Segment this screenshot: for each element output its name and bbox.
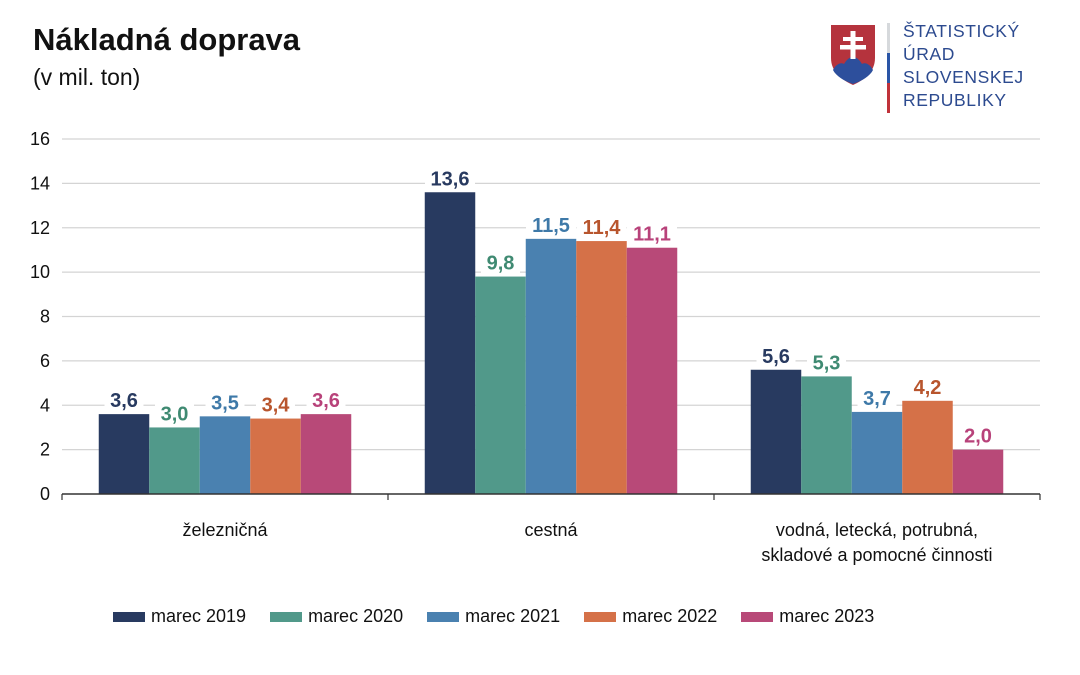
legend-label: marec 2022 [622, 606, 718, 626]
value-label: 9,8 [487, 253, 515, 275]
logo-divider [887, 23, 890, 113]
value-label-bg [425, 167, 475, 190]
value-label-bg [627, 222, 677, 245]
value-label: 3,0 [161, 403, 189, 425]
chart-title: Nákladná doprava [33, 22, 301, 57]
bar [199, 416, 251, 494]
logo-line: SLOVENSKEJ [903, 67, 1024, 87]
y-tick-label: 10 [30, 262, 50, 282]
bar [851, 411, 903, 494]
bar [576, 241, 627, 494]
chart-subtitle: (v mil. ton) [33, 64, 141, 90]
logo-line: ÚRAD [903, 44, 955, 64]
legend-swatch [427, 611, 460, 622]
bar [902, 400, 953, 494]
value-label: 2,0 [964, 426, 992, 448]
value-label-bg [857, 386, 897, 409]
value-label: 11,1 [633, 224, 671, 246]
value-label-bg [306, 389, 346, 412]
legend-swatch [584, 611, 617, 622]
legend-swatch [741, 611, 774, 622]
value-label: 4,2 [914, 377, 942, 399]
value-label: 5,6 [762, 346, 790, 368]
legend-label: marec 2019 [151, 606, 247, 626]
y-tick-label: 8 [40, 307, 50, 327]
bar [801, 376, 852, 494]
legend: marec 2019 marec 2020 marec 2021 marec 2022… [113, 606, 898, 627]
value-label: 3,6 [312, 390, 340, 412]
bar [750, 369, 802, 494]
logo-text: ŠTATISTICKÝ ÚRAD SLOVENSKEJ REPUBLIKY [903, 20, 1024, 112]
legend-item: marec 2020 [270, 606, 403, 627]
value-label: 5,3 [813, 352, 841, 374]
value-label-bg [256, 393, 295, 416]
logo-line: REPUBLIKY [903, 90, 1007, 110]
value-label: 3,4 [262, 395, 291, 417]
bar [300, 414, 352, 494]
category-label: cestná [524, 520, 578, 540]
slovak-coat-of-arms-icon [831, 25, 875, 85]
legend-label: marec 2023 [779, 606, 875, 626]
value-label-bg [908, 375, 947, 398]
bar [525, 238, 577, 494]
value-label: 3,7 [863, 388, 891, 410]
value-label-bg [104, 389, 144, 412]
y-tick-label: 14 [30, 173, 50, 193]
bar [424, 192, 476, 494]
legend-label: marec 2020 [308, 606, 404, 626]
bar [250, 418, 301, 494]
category-label: železničná [182, 520, 268, 540]
value-label: 11,5 [532, 215, 570, 237]
value-label: 13,6 [431, 168, 470, 190]
bar [149, 427, 200, 494]
y-tick-label: 2 [40, 440, 50, 460]
category-label: vodná, letecká, potrubná, [776, 520, 978, 540]
logo-line: ŠTATISTICKÝ [903, 21, 1020, 41]
value-label-bg [205, 391, 245, 414]
y-tick-label: 0 [40, 484, 50, 504]
legend-item: marec 2019 [113, 606, 246, 627]
y-tick-label: 4 [40, 395, 50, 415]
value-label-bg [526, 213, 576, 236]
legend-swatch [270, 611, 303, 622]
bar [98, 414, 150, 494]
legend-label: marec 2021 [465, 606, 561, 626]
bar [475, 276, 526, 494]
bar [626, 247, 678, 494]
category-label: skladové a pomocné činnosti [761, 545, 992, 565]
value-label: 3,5 [211, 392, 239, 414]
value-label-bg [807, 351, 846, 374]
value-label-bg [481, 251, 520, 274]
value-label: 3,6 [110, 390, 138, 412]
legend-item: marec 2023 [741, 606, 874, 627]
value-label-bg [155, 402, 194, 425]
value-label-bg [958, 424, 998, 447]
bar [952, 449, 1004, 494]
value-label: 11,4 [583, 217, 622, 239]
legend-item: marec 2021 [427, 606, 560, 627]
y-tick-label: 12 [30, 218, 50, 238]
legend-item: marec 2022 [584, 606, 717, 627]
y-tick-label: 16 [30, 129, 50, 149]
value-label-bg [576, 216, 627, 239]
y-tick-label: 6 [40, 351, 50, 371]
legend-swatch [113, 611, 145, 622]
value-label-bg [756, 344, 796, 367]
